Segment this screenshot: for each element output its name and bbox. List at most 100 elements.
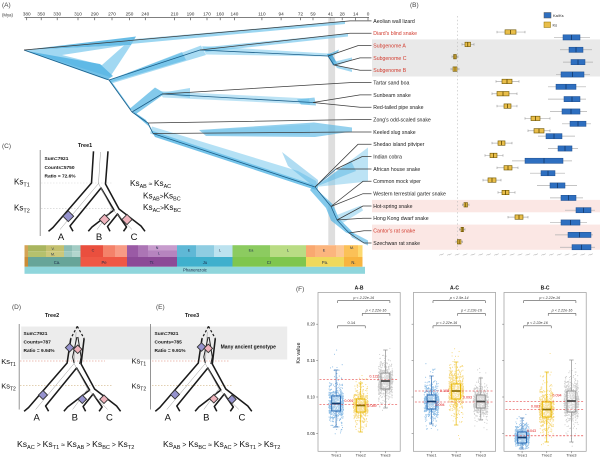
svg-text:190: 190 [187, 12, 195, 17]
svg-text:Hong Kong dwarf snake: Hong Kong dwarf snake [373, 216, 428, 222]
svg-text:Sum=7921: Sum=7921 [155, 331, 179, 337]
svg-text:Tr.: Tr. [150, 260, 155, 265]
svg-text:0.043: 0.043 [527, 429, 536, 433]
svg-text:Tree1: Tree1 [78, 143, 92, 149]
svg-text:KsAB>KsBC: KsAB>KsBC [143, 192, 181, 203]
svg-text:···: ··· [581, 252, 586, 257]
svg-text:Tree3: Tree3 [476, 453, 487, 458]
svg-text:KsT1: KsT1 [1, 357, 16, 368]
svg-text:p < 2.22e-16: p < 2.22e-16 [551, 309, 574, 313]
svg-text:KsAB ≈ KsAC: KsAB ≈ KsAC [130, 179, 171, 190]
svg-text:A: A [165, 413, 172, 424]
svg-text:(B): (B) [410, 2, 419, 9]
svg-text:M.: M. [51, 252, 55, 256]
svg-text:Tree2: Tree2 [451, 453, 462, 458]
svg-text:Ratio = 9.91%: Ratio = 9.91% [155, 348, 187, 354]
svg-text:KsT2: KsT2 [14, 204, 30, 215]
svg-text:Subgenome C: Subgenome C [373, 56, 406, 62]
svg-text:E: E [323, 249, 326, 253]
svg-text:Red-tailed pipe snake: Red-tailed pipe snake [373, 105, 423, 111]
svg-text:0.093: 0.093 [463, 396, 472, 400]
svg-text:Ca.: Ca. [54, 260, 61, 265]
svg-text:KsAC > KsT1 ≈ KsAB > KsBC > Ks: KsAC > KsT1 ≈ KsAB > KsBC > KsT2 [17, 439, 134, 451]
svg-text:Ju: Ju [203, 260, 208, 265]
svg-text:···: ··· [455, 252, 460, 257]
svg-text:Tartar sand boa: Tartar sand boa [373, 81, 409, 87]
svg-text:p < 2.5e-14: p < 2.5e-14 [449, 296, 469, 300]
svg-text:···: ··· [549, 252, 554, 257]
svg-text:···: ··· [557, 252, 562, 257]
svg-text:···: ··· [573, 252, 578, 257]
svg-text:(C): (C) [2, 143, 11, 150]
svg-text:Ratio = 72.6%: Ratio = 72.6% [45, 174, 77, 180]
svg-text:···: ··· [463, 252, 468, 257]
svg-text:KsT2: KsT2 [1, 382, 16, 393]
svg-text:(D): (D) [12, 304, 21, 311]
svg-text:Cr: Cr [267, 260, 272, 265]
svg-text:Pa.: Pa. [322, 260, 328, 265]
svg-text:p < 2.22e-16: p < 2.22e-16 [460, 309, 483, 313]
svg-text:C: C [106, 413, 113, 424]
svg-text:L: L [287, 249, 289, 253]
svg-text:Hot-spring snake: Hot-spring snake [373, 204, 412, 210]
svg-text:380: 380 [23, 12, 31, 17]
svg-text:Ks value: Ks value [296, 342, 302, 363]
svg-text:KsT1: KsT1 [14, 178, 30, 189]
svg-text:(E): (E) [156, 304, 165, 311]
svg-text:Many ancient genotype: Many ancient genotype [221, 345, 277, 351]
svg-text:M.: M. [350, 246, 354, 250]
svg-text:Tree2: Tree2 [45, 313, 59, 319]
svg-text:110: 110 [258, 12, 266, 17]
svg-text:0.094: 0.094 [435, 403, 444, 407]
svg-text:Shedao island pitviper: Shedao island pitviper [373, 142, 424, 148]
svg-text:B: B [96, 232, 102, 243]
svg-text:Szechwan rat snake: Szechwan rat snake [373, 241, 420, 247]
svg-text:p < 2.22e-16: p < 2.22e-16 [435, 321, 458, 325]
svg-text:Cantor's rat snake: Cantor's rat snake [373, 229, 415, 235]
svg-text:B: B [203, 413, 209, 424]
svg-text:···: ··· [565, 252, 570, 257]
svg-text:N: N [156, 246, 159, 250]
svg-text:p < 2.22e-16: p < 2.22e-16 [538, 296, 561, 300]
svg-text:Tree1: Tree1 [426, 453, 437, 458]
svg-text:Keeled slug snake: Keeled slug snake [373, 130, 416, 136]
svg-text:59: 59 [310, 12, 316, 17]
svg-text:A-C: A-C [450, 286, 459, 292]
svg-text:72: 72 [298, 12, 304, 17]
svg-text:···: ··· [526, 252, 531, 257]
svg-text:KsT1: KsT1 [132, 357, 147, 368]
svg-text:Tree1: Tree1 [331, 453, 342, 458]
svg-text:Ratio = 9.94%: Ratio = 9.94% [24, 348, 56, 354]
svg-text:African house snake: African house snake [373, 167, 420, 173]
svg-text:350: 350 [37, 12, 45, 17]
svg-text:···: ··· [502, 252, 507, 257]
svg-text:p < 2.22e-16: p < 2.22e-16 [365, 309, 388, 313]
svg-text:270: 270 [108, 12, 116, 17]
svg-text:···: ··· [589, 252, 594, 257]
svg-text:Sum=7921: Sum=7921 [45, 156, 69, 162]
svg-text:330: 330 [53, 12, 61, 17]
svg-text:···: ··· [534, 252, 539, 257]
svg-text:···: ··· [518, 252, 523, 257]
svg-text:0.122: 0.122 [369, 375, 378, 379]
svg-text:B: B [72, 413, 78, 424]
svg-text:0.108: 0.108 [440, 389, 449, 393]
svg-text:28: 28 [340, 12, 346, 17]
svg-text:Zong's odd-scaled snake: Zong's odd-scaled snake [373, 118, 431, 124]
svg-text:Counts=787: Counts=787 [24, 340, 52, 346]
svg-text:0.094: 0.094 [552, 393, 561, 397]
svg-text:Tree3: Tree3 [566, 453, 577, 458]
svg-text:140: 140 [230, 12, 238, 17]
svg-text:···: ··· [486, 252, 491, 257]
svg-text:(A): (A) [2, 2, 11, 9]
svg-text:C: C [131, 232, 138, 243]
svg-text:0.15: 0.15 [307, 358, 316, 363]
svg-text:B-C: B-C [541, 286, 550, 292]
svg-text:Subgenome A: Subgenome A [373, 43, 406, 49]
svg-text:···: ··· [541, 252, 546, 257]
svg-text:Counts=785: Counts=785 [155, 340, 183, 346]
svg-text:KsT2: KsT2 [132, 382, 147, 393]
svg-text:310: 310 [74, 12, 82, 17]
svg-text:KsAB > KsBC ≈ KsAC > KsT1 > Ks: KsAB > KsBC ≈ KsAC > KsT1 > KsT2 [163, 439, 280, 451]
svg-text:N.: N. [351, 260, 355, 265]
